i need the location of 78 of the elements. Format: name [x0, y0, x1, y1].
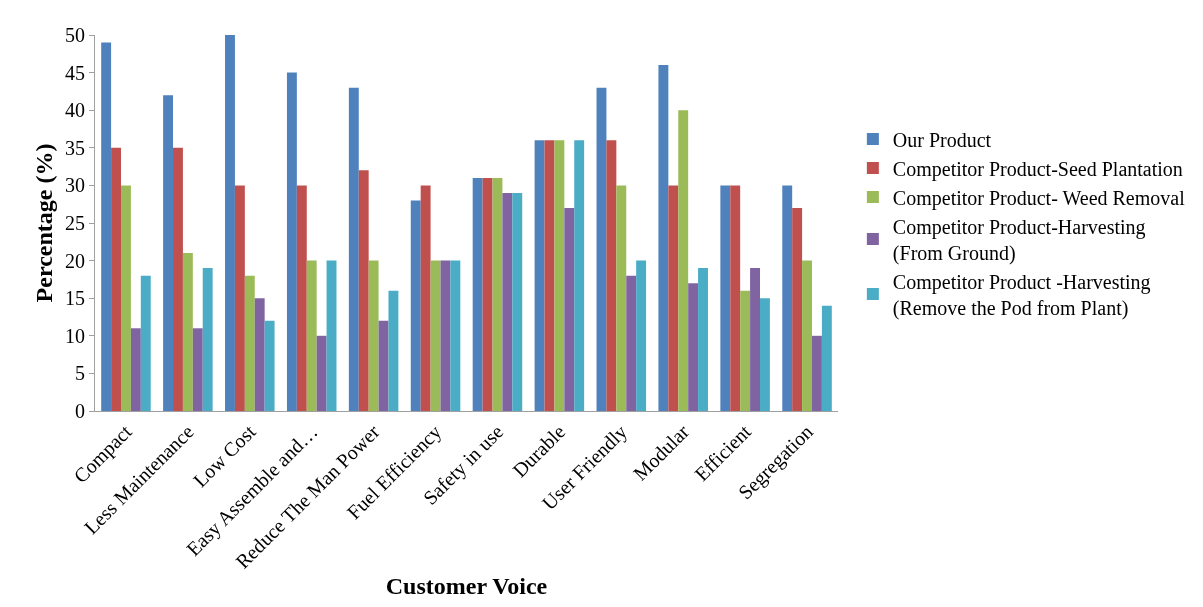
- bar: [182, 253, 193, 411]
- legend-label: Our Product: [892, 128, 992, 151]
- bar: [378, 320, 389, 411]
- bar: [482, 177, 493, 411]
- y-tick-label: 0: [75, 400, 85, 422]
- y-tick-label: 45: [65, 61, 85, 84]
- bar: [596, 87, 607, 411]
- bar: [750, 268, 760, 411]
- bar: [492, 177, 503, 411]
- bar: [636, 260, 647, 411]
- y-tick-label: 30: [65, 174, 85, 197]
- bar: [388, 290, 399, 411]
- bar: [472, 177, 483, 411]
- bar: [316, 335, 327, 411]
- y-axis-title: Percentage (%): [31, 143, 58, 303]
- bar: [616, 185, 627, 411]
- bar: [564, 207, 575, 411]
- bar: [326, 260, 337, 411]
- y-tick-label: 40: [65, 99, 85, 122]
- bar: [792, 207, 803, 411]
- bar: [512, 192, 523, 411]
- y-tick-label: 20: [65, 249, 85, 272]
- legend-label: Competitor Product-Seed Plantation: [892, 157, 1183, 181]
- bar: [163, 95, 174, 411]
- bar: [688, 283, 699, 411]
- bar: [234, 185, 245, 411]
- legend-label: Competitor Product-Harvesting (From Ground): [892, 215, 1146, 265]
- bar: [368, 260, 379, 411]
- bar: [720, 185, 731, 411]
- y-tick-label: 35: [65, 136, 85, 159]
- bar: [121, 185, 131, 411]
- bar: [264, 320, 275, 411]
- bar: [306, 260, 317, 411]
- y-tick-label: 15: [65, 287, 85, 310]
- bar: [430, 260, 441, 411]
- y-tick-label: 25: [65, 212, 85, 234]
- bar: [254, 298, 265, 411]
- bar: [740, 290, 751, 411]
- bar: [440, 260, 451, 411]
- bar: [698, 268, 708, 411]
- bar: [534, 140, 545, 411]
- bar: [111, 147, 122, 411]
- legend-label: Competitor Product- Weed Removal: [892, 186, 1186, 210]
- bar: [574, 140, 585, 411]
- bar: [225, 35, 235, 411]
- bar: [420, 185, 431, 411]
- bar: [101, 42, 112, 411]
- bar: [140, 275, 151, 411]
- bar: [544, 140, 555, 411]
- bar: [812, 335, 822, 411]
- bar: [192, 328, 203, 411]
- bar: [802, 260, 812, 411]
- x-axis-title: Customer Voice: [385, 573, 548, 599]
- bar: [348, 87, 359, 411]
- bar: [130, 328, 141, 411]
- bar: [554, 140, 565, 411]
- bar: [502, 192, 513, 411]
- bar: [296, 185, 307, 411]
- bar: [658, 65, 669, 411]
- bar: [450, 260, 461, 411]
- bar: [668, 185, 679, 411]
- bar: [606, 140, 617, 411]
- bar: [410, 200, 421, 411]
- bar: [821, 305, 832, 411]
- bar: [782, 185, 793, 411]
- bar: [626, 275, 637, 411]
- bar: [286, 72, 297, 411]
- bar: [244, 275, 255, 411]
- bar: [173, 147, 183, 411]
- bar: [678, 110, 689, 411]
- legend-label: Competitor Product -Harvesting (Remove the Pod from Plant): [892, 270, 1151, 320]
- bar: [202, 268, 213, 411]
- y-tick-label: 50: [65, 24, 85, 46]
- bar: [358, 170, 369, 411]
- bar: [759, 298, 770, 411]
- y-tick-label: 5: [75, 362, 85, 385]
- bar: [730, 185, 741, 411]
- y-tick-label: 10: [65, 324, 85, 347]
